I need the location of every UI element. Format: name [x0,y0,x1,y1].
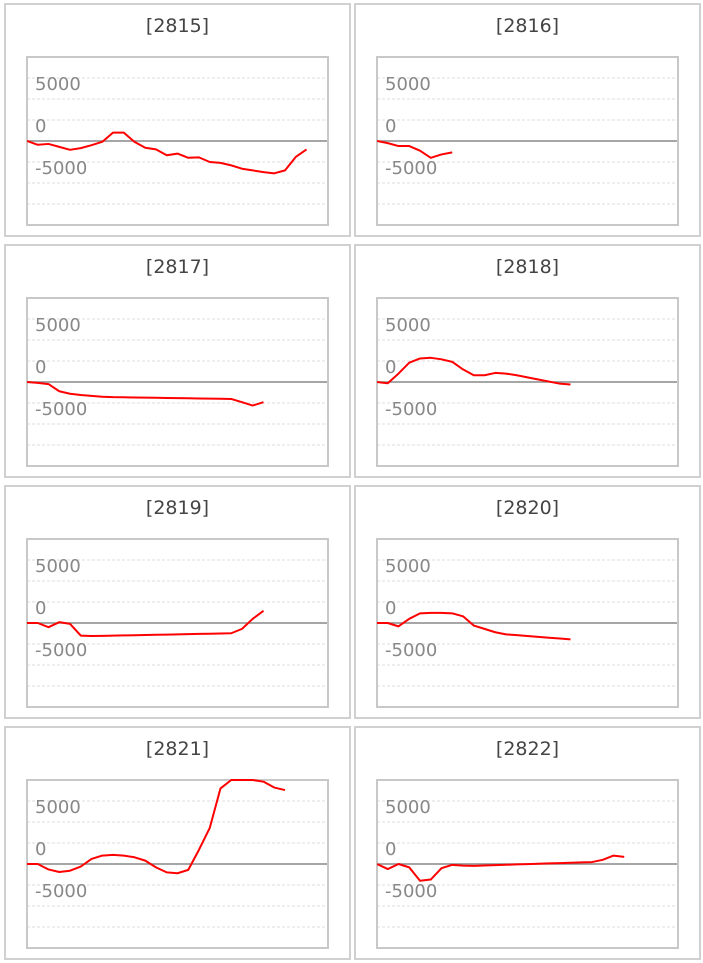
chart-panel: [2820] -5000 0 5000 [354,485,701,719]
y-tick-label: 5000 [35,556,81,577]
y-tick-label: -5000 [385,640,437,661]
data-line [27,610,265,638]
chart-title: [2821] [146,738,209,760]
data-line [27,779,286,875]
y-tick-label: 0 [385,598,396,619]
y-tick-label: -5000 [35,640,87,661]
y-tick-label: 0 [385,116,396,137]
y-tick-label: 5000 [35,797,81,818]
chart-title: [2816] [496,15,559,37]
y-tick-label: 5000 [385,315,431,336]
y-tick-label: 0 [35,116,46,137]
data-line [377,854,625,882]
y-tick-label: -5000 [385,158,437,179]
data-line [27,381,264,407]
chart-panel: [2822] -5000 0 5000 [354,726,701,960]
data-line [377,611,571,641]
y-tick-label: -5000 [385,399,437,420]
chart-panel: [2821] -5000 0 5000 [4,726,351,960]
y-tick-label: 0 [35,598,46,619]
y-tick-label: -5000 [35,158,87,179]
y-tick-label: 5000 [385,556,431,577]
chart-panel: [2815] -5000 0 5000 [4,3,351,237]
chart-title: [2817] [146,256,209,278]
chart-panel: [2816] -5000 0 5000 [354,3,701,237]
y-tick-label: 0 [35,839,46,860]
chart-panel: [2817] -5000 0 5000 [4,244,351,478]
y-tick-label: 5000 [35,74,81,95]
data-line [27,131,308,175]
y-tick-label: -5000 [35,881,87,902]
y-tick-label: 5000 [35,315,81,336]
chart-panel: [2819] -5000 0 5000 [4,485,351,719]
y-tick-label: 0 [35,357,46,378]
chart-panel: [2818] -5000 0 5000 [354,244,701,478]
y-tick-label: 5000 [385,797,431,818]
y-tick-label: 5000 [385,74,431,95]
y-tick-label: -5000 [385,881,437,902]
y-tick-label: 0 [385,357,396,378]
chart-title: [2820] [496,497,559,519]
y-tick-label: 0 [385,839,396,860]
y-tick-label: -5000 [35,399,87,420]
data-line [377,140,453,159]
chart-title: [2815] [146,15,209,37]
chart-title: [2822] [496,738,559,760]
chart-title: [2818] [496,256,559,278]
data-line [377,356,571,386]
chart-title: [2819] [146,497,209,519]
